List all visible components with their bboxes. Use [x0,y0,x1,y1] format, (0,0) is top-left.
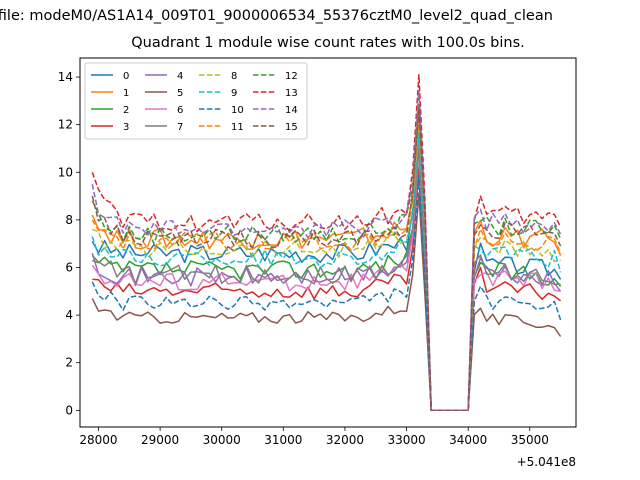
legend-label-0: 0 [123,71,129,82]
series-line-15 [91,107,562,412]
y-tick-label: 6 [65,260,73,274]
series-line-14 [91,90,562,412]
legend-label-1: 1 [123,88,129,99]
x-offset-label: +5.041e8 [517,455,576,469]
x-tick-label: 30000 [203,433,241,447]
x-tick-label: 34000 [449,433,487,447]
y-axis: 0 2 4 6 8 10 12 14 [58,70,80,417]
x-tick-label: 33000 [387,433,425,447]
y-tick-label: 10 [58,165,73,179]
legend-label-3: 3 [123,122,129,133]
legend-label-13: 13 [285,88,298,99]
x-tick-label: 32000 [326,433,364,447]
legend-label-14: 14 [285,105,298,116]
y-tick-label: 14 [58,70,73,84]
series-line-12 [91,102,562,412]
series-line-8 [92,123,561,412]
x-axis: 28000 29000 30000 31000 32000 33000 34000 35000 [79,427,549,447]
legend-box [84,62,308,140]
series-line-13 [91,73,562,412]
x-tick-label: 31000 [264,433,302,447]
legend-label-15: 15 [285,122,298,133]
legend-label-9: 9 [231,88,237,99]
x-tick-label: 29000 [141,433,179,447]
series-line-5 [91,192,562,412]
series-line-10 [91,176,562,412]
figure-suptitle: n file: modeM0/AS1A14_009T01_9000006534_… [0,8,553,24]
legend-label-10: 10 [231,105,244,116]
axes-frame [79,57,577,428]
legend-label-6: 6 [177,105,183,116]
series-line-3 [92,166,562,412]
y-tick-label: 8 [65,213,73,227]
y-tick-label: 0 [65,403,73,417]
legend-label-2: 2 [123,105,129,116]
legend-label-4: 4 [177,71,183,82]
legend-label-11: 11 [231,122,244,133]
legend-label-7: 7 [177,122,183,133]
x-tick-label: 35000 [511,433,549,447]
series-line-0 [91,128,562,412]
chart-title: Quadrant 1 module wise count rates with … [131,35,525,51]
series-layer [91,73,562,412]
y-tick-label: 2 [65,356,73,370]
y-tick-label: 4 [65,308,73,322]
legend-label-5: 5 [177,88,183,99]
legend-label-8: 8 [231,71,237,82]
series-line-7 [91,145,561,412]
series-line-9 [91,133,562,412]
x-tick-label: 28000 [79,433,117,447]
series-line-4 [91,142,562,412]
y-tick-label: 12 [58,118,73,132]
legend-label-12: 12 [285,71,298,82]
